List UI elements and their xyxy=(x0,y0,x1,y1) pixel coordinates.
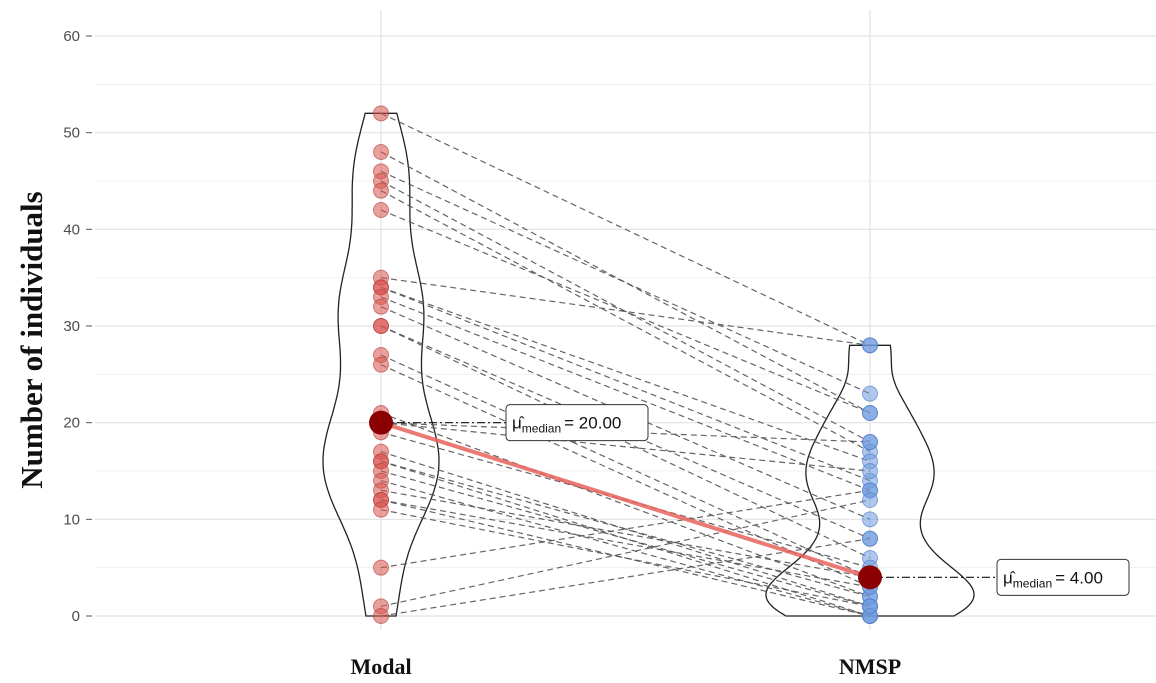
pair-line xyxy=(380,422,871,472)
point-nmsp xyxy=(862,530,878,547)
pair-line xyxy=(380,209,871,414)
pair-line xyxy=(380,180,871,443)
point-modal xyxy=(373,501,389,518)
point-modal xyxy=(373,318,389,334)
point-nmsp xyxy=(862,405,878,421)
pair-line xyxy=(380,509,871,607)
point-nmsp xyxy=(862,463,878,479)
pair-line xyxy=(380,190,871,453)
pair-line xyxy=(380,499,871,607)
y-tick-label: 30 xyxy=(63,318,80,335)
pair-line xyxy=(380,451,871,607)
pair-line xyxy=(380,470,871,607)
point-nmsp xyxy=(862,598,878,615)
median-label: μ̂median = 20.00 xyxy=(512,414,621,436)
y-tick-label: 0 xyxy=(72,608,80,625)
point-modal xyxy=(373,298,389,315)
pair-line xyxy=(380,538,871,617)
pair-line xyxy=(380,112,871,346)
pair-line xyxy=(380,499,871,617)
pair-line xyxy=(380,489,871,569)
median-label-box xyxy=(996,558,1130,596)
pair-line xyxy=(380,412,871,598)
pair-line xyxy=(380,277,871,346)
median-layer: μ̂median = 20.00 μ̂median = 4.00 xyxy=(369,404,1130,596)
violin-modal xyxy=(322,112,440,617)
grid xyxy=(95,10,1156,630)
point-nmsp xyxy=(862,337,878,354)
pair-lines xyxy=(380,112,871,617)
point-nmsp xyxy=(862,385,878,402)
pair-line xyxy=(380,354,871,578)
point-modal xyxy=(373,105,389,122)
pair-line xyxy=(380,480,871,617)
pair-line xyxy=(380,286,871,482)
y-tick-label: 20 xyxy=(63,415,80,432)
pair-line xyxy=(380,499,871,588)
pair-line xyxy=(380,460,871,617)
point-modal xyxy=(373,182,389,199)
axis-labels: 0 10 20 30 40 50 60 Modal NMSP xyxy=(63,28,901,679)
point-modal xyxy=(373,608,389,624)
point-nmsp xyxy=(862,511,878,528)
y-tick-label: 40 xyxy=(63,221,80,238)
median-connector xyxy=(380,420,871,580)
y-tick-label: 60 xyxy=(63,28,80,45)
pair-line xyxy=(380,489,871,578)
pair-line xyxy=(380,306,871,520)
y-axis-label: Number of individuals xyxy=(14,191,49,488)
y-tick-label: 50 xyxy=(63,125,80,142)
pair-line xyxy=(380,151,871,414)
violin-nmsp xyxy=(765,344,975,617)
median-point xyxy=(369,410,393,435)
x-tick-label: Modal xyxy=(350,654,411,679)
point-modal xyxy=(373,144,389,160)
pair-line xyxy=(380,296,871,491)
point-modal xyxy=(373,356,389,373)
point-modal xyxy=(373,559,389,576)
violins xyxy=(322,112,975,617)
pair-line xyxy=(380,325,871,559)
point-modal xyxy=(373,202,389,218)
pair-line xyxy=(380,286,871,462)
median-label: μ̂median = 4.00 xyxy=(1003,568,1103,590)
x-tick-label: NMSP xyxy=(839,654,901,679)
median-label-box xyxy=(505,404,649,442)
y-tick-label: 10 xyxy=(63,511,80,528)
median-point xyxy=(858,565,882,590)
point-nmsp xyxy=(862,492,878,508)
pair-line xyxy=(380,460,871,598)
point-nmsp xyxy=(862,434,878,450)
